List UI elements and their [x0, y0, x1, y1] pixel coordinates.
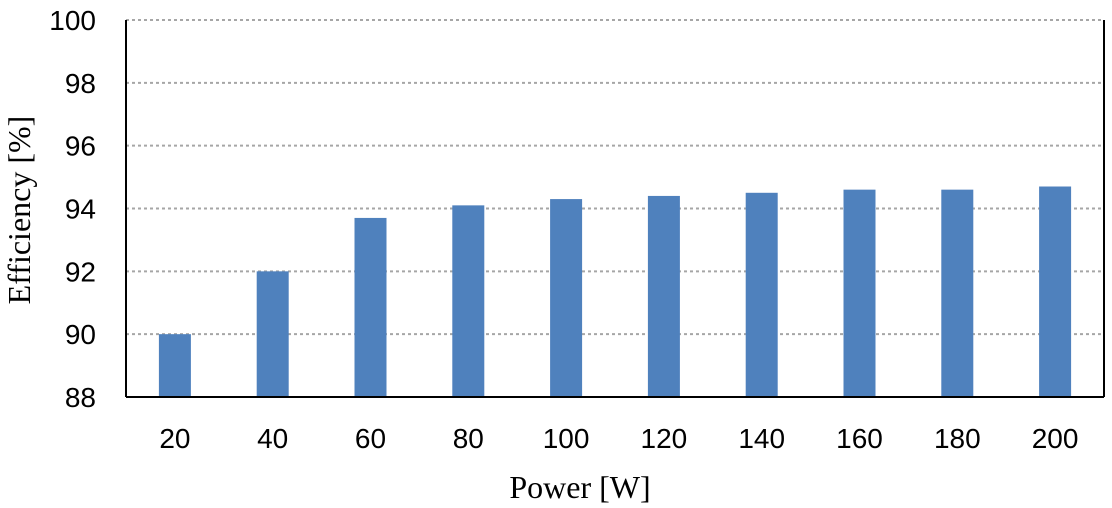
x-tick-label: 140: [738, 423, 785, 454]
bar: [647, 195, 680, 397]
bar: [354, 217, 387, 397]
gridlines: [126, 19, 1104, 336]
bar: [843, 189, 876, 397]
x-axis-title: Power [W]: [509, 469, 650, 505]
bar: [452, 205, 485, 397]
bar: [941, 189, 974, 397]
bar: [1039, 186, 1072, 397]
bar: [256, 271, 289, 397]
x-tick-label: 20: [159, 423, 190, 454]
x-tick-label: 100: [543, 423, 590, 454]
x-tick-labels: 20 40 60 80 100 120 140 160 180 200: [159, 423, 1078, 454]
x-tick-label: 80: [453, 423, 484, 454]
y-axis-title: Efficiency [%]: [1, 116, 37, 305]
bar: [550, 199, 583, 397]
x-tick-label: 200: [1032, 423, 1079, 454]
y-tick-label: 88: [65, 382, 96, 413]
y-tick-label: 92: [65, 256, 96, 287]
axes: [125, 20, 1105, 398]
bar: [745, 192, 778, 397]
y-tick-label: 94: [65, 194, 96, 225]
x-tick-label: 160: [836, 423, 883, 454]
x-tick-label: 60: [355, 423, 386, 454]
y-tick-label: 96: [65, 131, 96, 162]
x-tick-label: 180: [934, 423, 981, 454]
bar: [158, 334, 191, 397]
y-tick-labels: 88 90 92 94 96 98 100: [49, 5, 96, 413]
bars: [158, 186, 1072, 397]
x-tick-label: 40: [257, 423, 288, 454]
y-tick-label: 100: [49, 5, 96, 36]
y-tick-label: 90: [65, 319, 96, 350]
x-tick-label: 120: [641, 423, 688, 454]
y-tick-label: 98: [65, 68, 96, 99]
